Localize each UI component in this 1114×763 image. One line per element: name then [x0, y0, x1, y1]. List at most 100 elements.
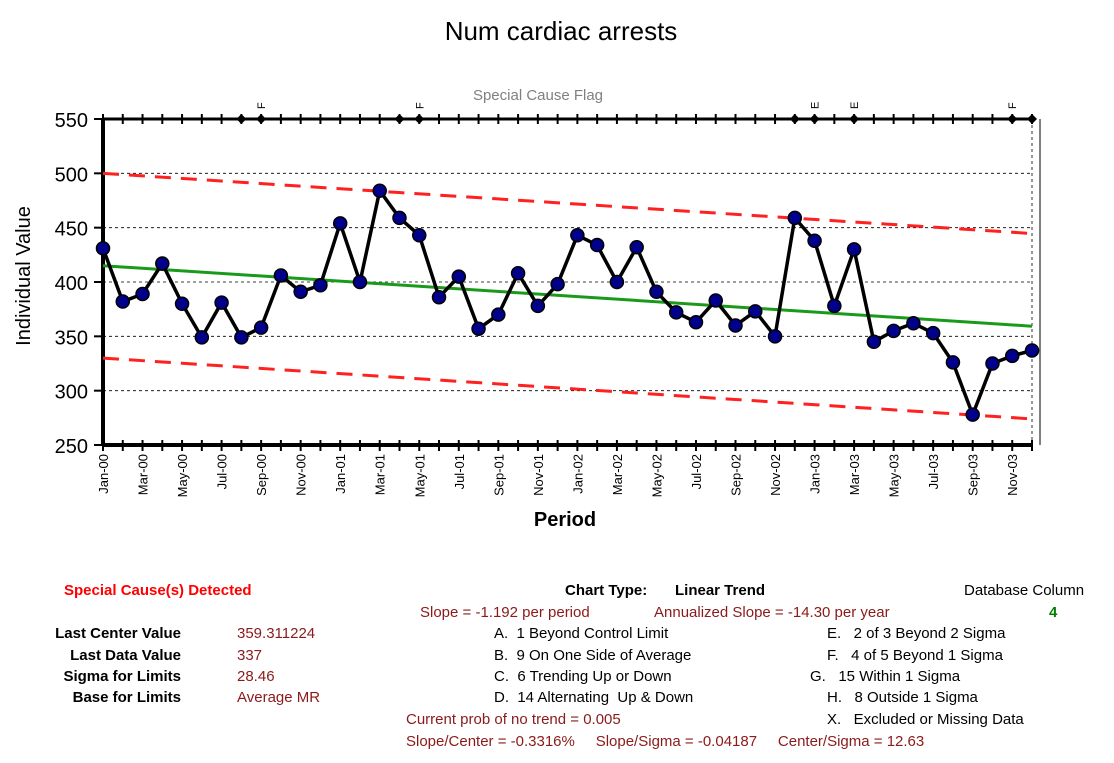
database-column-label: Database Column — [964, 582, 1085, 599]
rule-item: B. 9 On One Side of Average — [494, 647, 692, 664]
flag-marker — [1007, 114, 1018, 124]
series-lines — [101, 171, 1033, 421]
chart-title: Num cardiac arrests — [445, 16, 678, 46]
data-point — [392, 210, 407, 226]
x-tick-label: May-02 — [649, 454, 664, 497]
chart-type-value: Linear Trend — [675, 582, 766, 599]
x-tick-label: Jul-02 — [689, 454, 704, 489]
rule-item: D. 14 Alternating Up & Down — [494, 689, 694, 706]
axes — [94, 114, 1041, 451]
data-point — [668, 305, 684, 320]
x-tick-label: Nov-02 — [768, 454, 783, 496]
data-point — [352, 274, 368, 290]
data-point — [807, 233, 822, 248]
x-tick-label: Jul-01 — [452, 454, 467, 489]
flag-marker — [809, 114, 820, 124]
flag-code-label: E — [810, 102, 822, 109]
y-tick-label: 350 — [55, 327, 88, 349]
flag-marker — [394, 114, 405, 124]
x-tick-label: Jul-03 — [926, 454, 941, 489]
ratios-text: Slope/Center = -0.3316% Slope/Sigma = -0… — [406, 733, 925, 750]
special-cause-detected: Special Cause(s) Detected — [64, 582, 252, 599]
data-point — [708, 293, 723, 308]
y-tick-label: 550 — [55, 110, 88, 132]
flag-code-label: F — [1007, 102, 1019, 109]
y-tick-label: 300 — [55, 382, 88, 404]
prob-no-trend: Current prob of no trend = 0.005 — [406, 711, 621, 728]
data-point — [688, 314, 704, 330]
data-point — [510, 266, 526, 281]
y-tick-label: 250 — [55, 436, 88, 458]
x-tick-label: Jan-00 — [96, 454, 111, 494]
rule-item: C. 6 Trending Up or Down — [494, 668, 672, 685]
data-point — [965, 407, 980, 422]
slope-text: Slope = -1.192 per period — [420, 604, 590, 621]
special-cause-flag-label: Special Cause Flag — [473, 87, 603, 104]
tick-labels: 550 500 450 400 350 300 250 Jan-00 Mar-00 May-00 J… — [55, 110, 1021, 497]
data-point — [609, 274, 625, 290]
flag-code-label: F — [256, 102, 268, 109]
stat-value: 359.311224 — [237, 625, 316, 642]
flag-marker — [256, 114, 267, 124]
x-tick-label: Nov-01 — [531, 454, 546, 496]
data-point — [234, 330, 249, 345]
x-tick-label: Jul-00 — [215, 454, 230, 489]
upper-control-limit — [102, 171, 1033, 236]
data-point — [332, 216, 348, 231]
data-point — [748, 304, 763, 319]
flag-code-label: E — [849, 102, 861, 109]
data-point — [253, 320, 269, 335]
x-tick-label: Jan-02 — [570, 454, 585, 494]
data-point — [767, 329, 783, 344]
data-point — [846, 242, 862, 257]
data-point — [451, 269, 467, 284]
stat-label: Last Center Value — [55, 625, 181, 642]
data-point — [728, 318, 743, 333]
flag-marker — [414, 114, 425, 124]
data-point — [866, 334, 882, 350]
x-tick-label: Sep-02 — [729, 454, 744, 496]
data-point — [412, 228, 427, 243]
stat-label: Last Data Value — [70, 647, 181, 664]
data-point — [431, 289, 447, 305]
data-point — [945, 355, 961, 370]
y-tick-label: 400 — [55, 273, 88, 295]
x-tick-label: Sep-01 — [491, 454, 506, 496]
flag-code-label: F — [414, 102, 426, 109]
x-tick-label: May-03 — [887, 454, 902, 497]
x-tick-label: May-00 — [175, 454, 190, 497]
data-point — [1004, 348, 1020, 364]
flag-marker — [849, 114, 860, 124]
data-point — [886, 323, 901, 339]
data-point — [214, 295, 229, 310]
rule-item: H. 8 Outside 1 Sigma — [827, 689, 978, 706]
data-point — [589, 237, 605, 253]
data-point — [925, 325, 941, 341]
flag-marker — [789, 114, 800, 124]
data-point — [1024, 343, 1040, 358]
flag-marker — [1027, 114, 1037, 124]
x-tick-label: Mar-03 — [847, 454, 862, 495]
stat-value: Average MR — [237, 689, 321, 706]
y-tick-label: 450 — [55, 219, 88, 241]
stat-value: 337 — [237, 647, 263, 664]
x-tick-label: Sep-00 — [254, 454, 269, 496]
data-point — [174, 296, 190, 311]
grid-lines — [103, 172, 1032, 392]
y-tick-label: 500 — [55, 164, 88, 186]
data-point — [629, 239, 644, 255]
data-point — [491, 307, 506, 322]
annualized-slope-text: Annualized Slope = -14.30 per year — [654, 604, 890, 621]
rule-item: A. 1 Beyond Control Limit — [494, 625, 669, 642]
data-point — [372, 183, 387, 198]
data-point — [550, 276, 565, 292]
data-point — [570, 228, 585, 243]
data-point — [985, 356, 1000, 371]
chart-type-label: Chart Type: — [565, 582, 648, 599]
stat-label: Sigma for Limits — [63, 668, 181, 685]
stat-value: 28.46 — [237, 668, 275, 685]
data-point — [649, 284, 664, 300]
center-line — [102, 264, 1033, 328]
